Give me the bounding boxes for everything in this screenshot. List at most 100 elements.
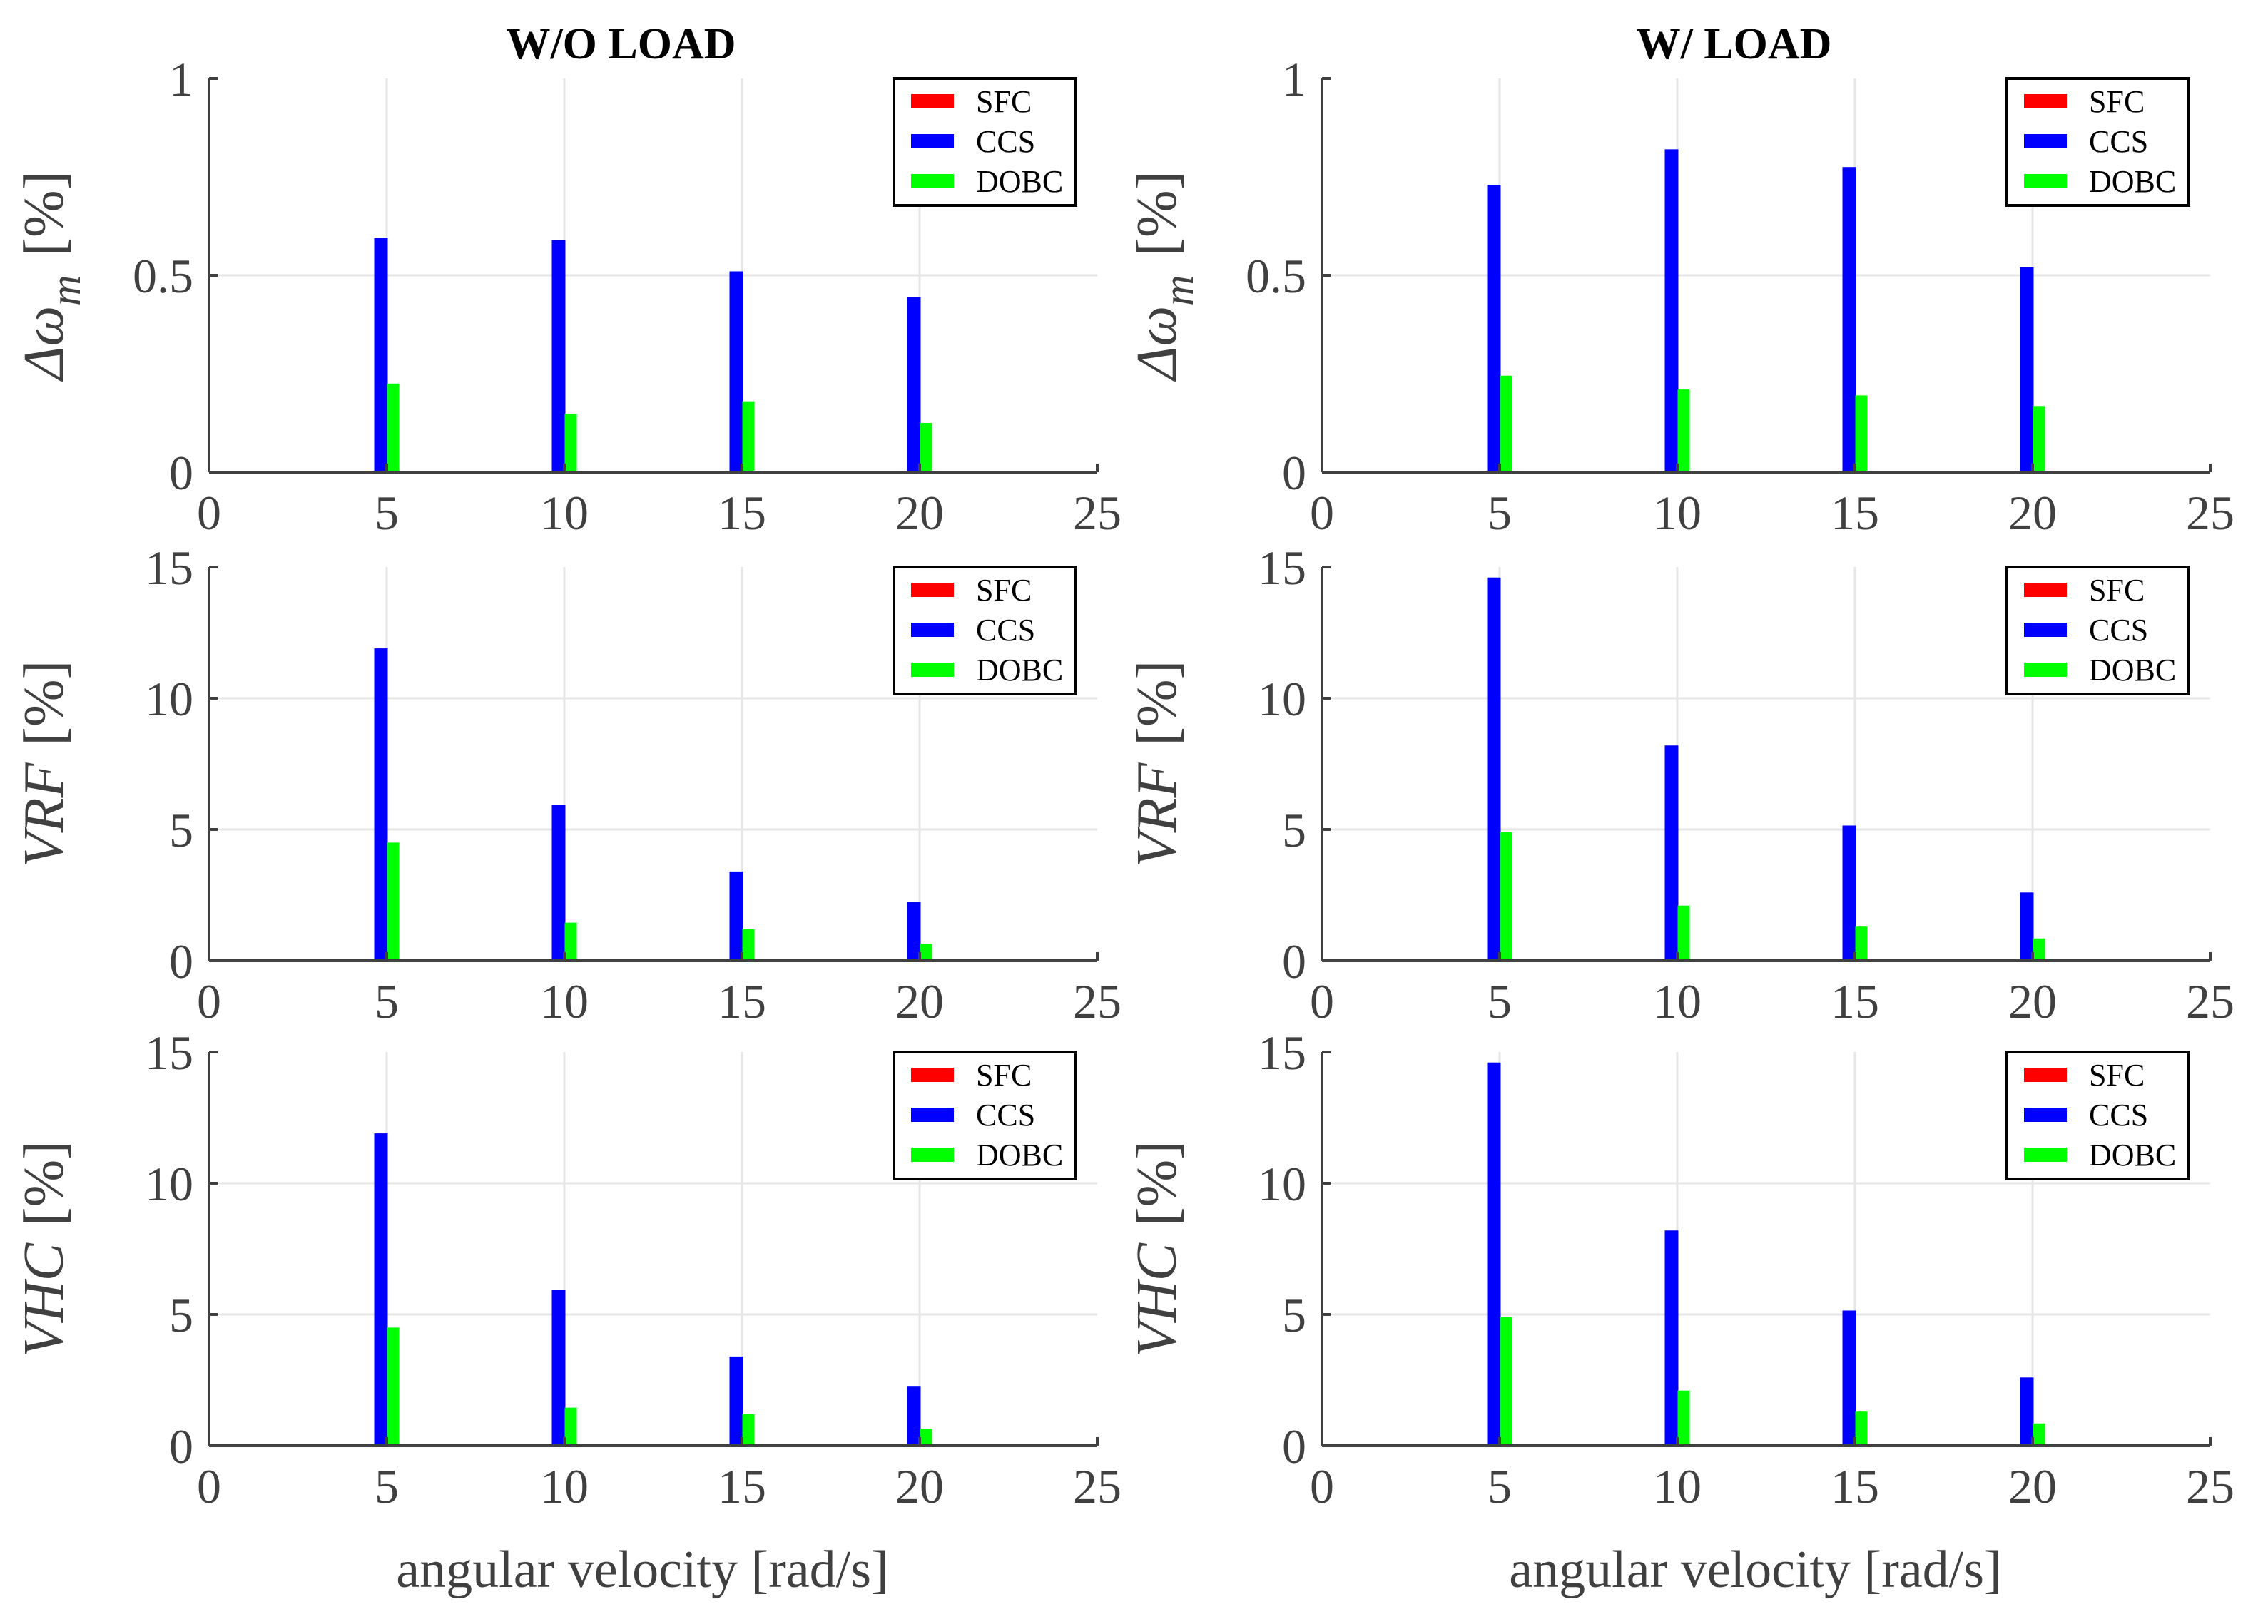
y-tick-label: 5 [1282, 1288, 1306, 1342]
x-tick-label: 5 [375, 1459, 399, 1513]
x-tick-label: 20 [2008, 974, 2057, 1028]
x-tick-label: 0 [1310, 974, 1334, 1028]
x-tick-label: 10 [1653, 486, 1702, 540]
legend-label-sfc: SFC [976, 1058, 1032, 1093]
x-tick-label: 0 [1310, 1459, 1334, 1513]
x-tick-label: 0 [197, 486, 221, 540]
legend-label-ccs: CCS [976, 1098, 1035, 1133]
legend-label-ccs: CCS [2089, 613, 2148, 648]
chart-panel-4: 0 5 10 15 20 25 0 5 10 15 VRF [%] SFC CCS DOBC [1126, 541, 2234, 1028]
y-axis-label: Δωm [%] [1126, 171, 1202, 382]
x-tick-label: 5 [1488, 974, 1512, 1028]
bar-dobc-x20 [2033, 938, 2045, 961]
y-tick-label: 0 [169, 1419, 193, 1474]
bar-dobc-x20 [920, 1429, 932, 1446]
bar-ccs-x5 [1487, 185, 1501, 472]
x-tick-label: 15 [1831, 974, 1879, 1028]
legend-label-dobc: DOBC [976, 653, 1063, 688]
x-tick-label: 25 [2186, 974, 2234, 1028]
bar-dobc-x15 [1855, 926, 1868, 961]
legend: SFC CCS DOBC [893, 566, 1077, 695]
y-tick-label: 15 [145, 1026, 193, 1080]
bar-ccs-x10 [1664, 745, 1679, 961]
bar-dobc-x5 [387, 1327, 400, 1446]
x-tick-label: 25 [1073, 974, 1122, 1028]
legend-label-sfc: SFC [2089, 1058, 2145, 1093]
y-tick-label: 0 [1282, 1419, 1306, 1474]
y-tick-label: 0 [1282, 446, 1306, 500]
bar-dobc-x20 [920, 944, 932, 961]
legend-swatch-ccs [2024, 134, 2067, 148]
x-tick-label: 10 [540, 1459, 589, 1513]
legend-swatch-ccs [2024, 623, 2067, 637]
bar-ccs-x15 [1842, 167, 1856, 472]
legend-label-ccs: CCS [2089, 124, 2148, 159]
legend-swatch-ccs [911, 623, 954, 637]
bar-ccs-x5 [1487, 1062, 1501, 1446]
x-tick-label: 25 [1073, 1459, 1122, 1513]
bar-ccs-x20 [907, 1386, 921, 1446]
bar-ccs-x5 [374, 1133, 388, 1446]
bar-dobc-x15 [1855, 1411, 1868, 1446]
x-tick-label: 0 [1310, 486, 1334, 540]
y-axis-label-unit: [%] [13, 660, 76, 746]
legend-swatch-sfc [2024, 1068, 2067, 1082]
bar-ccs-x20 [907, 902, 921, 961]
y-tick-label: 0 [169, 446, 193, 500]
x-tick-label: 15 [1831, 1459, 1879, 1513]
x-tick-label: 15 [718, 1459, 766, 1513]
bar-dobc-x5 [387, 842, 400, 961]
y-tick-label: 15 [1258, 1026, 1306, 1080]
y-tick-label: 10 [1258, 672, 1306, 726]
y-axis-label-subscript: m [1155, 275, 1202, 306]
legend-swatch-dobc [2024, 663, 2067, 677]
y-axis-label-unit: [%] [13, 171, 76, 257]
legend-label-dobc: DOBC [976, 164, 1063, 199]
x-tick-label: 20 [2008, 486, 2057, 540]
y-axis-label-subscript: m [42, 275, 89, 306]
x-tick-label: 20 [2008, 1459, 2057, 1513]
y-tick-label: 5 [1282, 803, 1306, 857]
y-tick-label: 10 [145, 1157, 193, 1211]
legend-label-dobc: DOBC [2089, 1138, 2176, 1173]
y-axis-label: VHC [%] [1126, 1140, 1189, 1357]
bar-dobc-x10 [1677, 389, 1690, 472]
legend-label-dobc: DOBC [2089, 653, 2176, 688]
y-axis-label: Δωm [%] [13, 171, 89, 382]
legend: SFC CCS DOBC [2005, 77, 2190, 207]
y-axis-label-symbol: VRF [1126, 762, 1189, 868]
bar-ccs-x10 [551, 1290, 566, 1446]
y-axis-label-symbol: VHC [1126, 1242, 1189, 1357]
bar-dobc-x10 [564, 414, 577, 472]
bar-ccs-x20 [2020, 892, 2034, 961]
x-tick-label: 15 [718, 486, 766, 540]
x-tick-label: 0 [197, 1459, 221, 1513]
bar-dobc-x20 [920, 423, 932, 472]
legend-swatch-sfc [911, 583, 954, 597]
legend-label-sfc: SFC [976, 573, 1032, 608]
y-axis-label: VHC [%] [13, 1140, 76, 1357]
x-tick-label: 5 [375, 974, 399, 1028]
y-axis-label-symbol: Δω [13, 306, 76, 382]
x-tick-label: 20 [895, 1459, 944, 1513]
bar-dobc-x20 [2033, 1423, 2045, 1446]
y-tick-label: 0 [1282, 934, 1306, 989]
bar-dobc-x15 [1855, 395, 1868, 472]
bar-dobc-x20 [2033, 406, 2045, 472]
y-axis-label: VRF [%] [13, 660, 76, 868]
bar-ccs-x15 [729, 871, 743, 961]
y-tick-label: 5 [169, 1288, 193, 1342]
bar-dobc-x10 [564, 1407, 577, 1446]
y-axis-label-unit: [%] [1126, 171, 1189, 257]
bar-ccs-x10 [551, 805, 566, 961]
legend-swatch-dobc [2024, 1148, 2067, 1162]
x-tick-label: 10 [1653, 1459, 1702, 1513]
chart-panel-1: 0 5 10 15 20 25 0 0.5 1 Δωm [%] SFC CCS DOBC W/O LOAD [13, 20, 1122, 540]
bar-dobc-x15 [742, 929, 755, 961]
legend-swatch-sfc [2024, 94, 2067, 108]
legend-swatch-ccs [911, 134, 954, 148]
bar-ccs-x20 [907, 297, 921, 472]
bar-dobc-x5 [1500, 832, 1512, 961]
legend-swatch-sfc [2024, 583, 2067, 597]
